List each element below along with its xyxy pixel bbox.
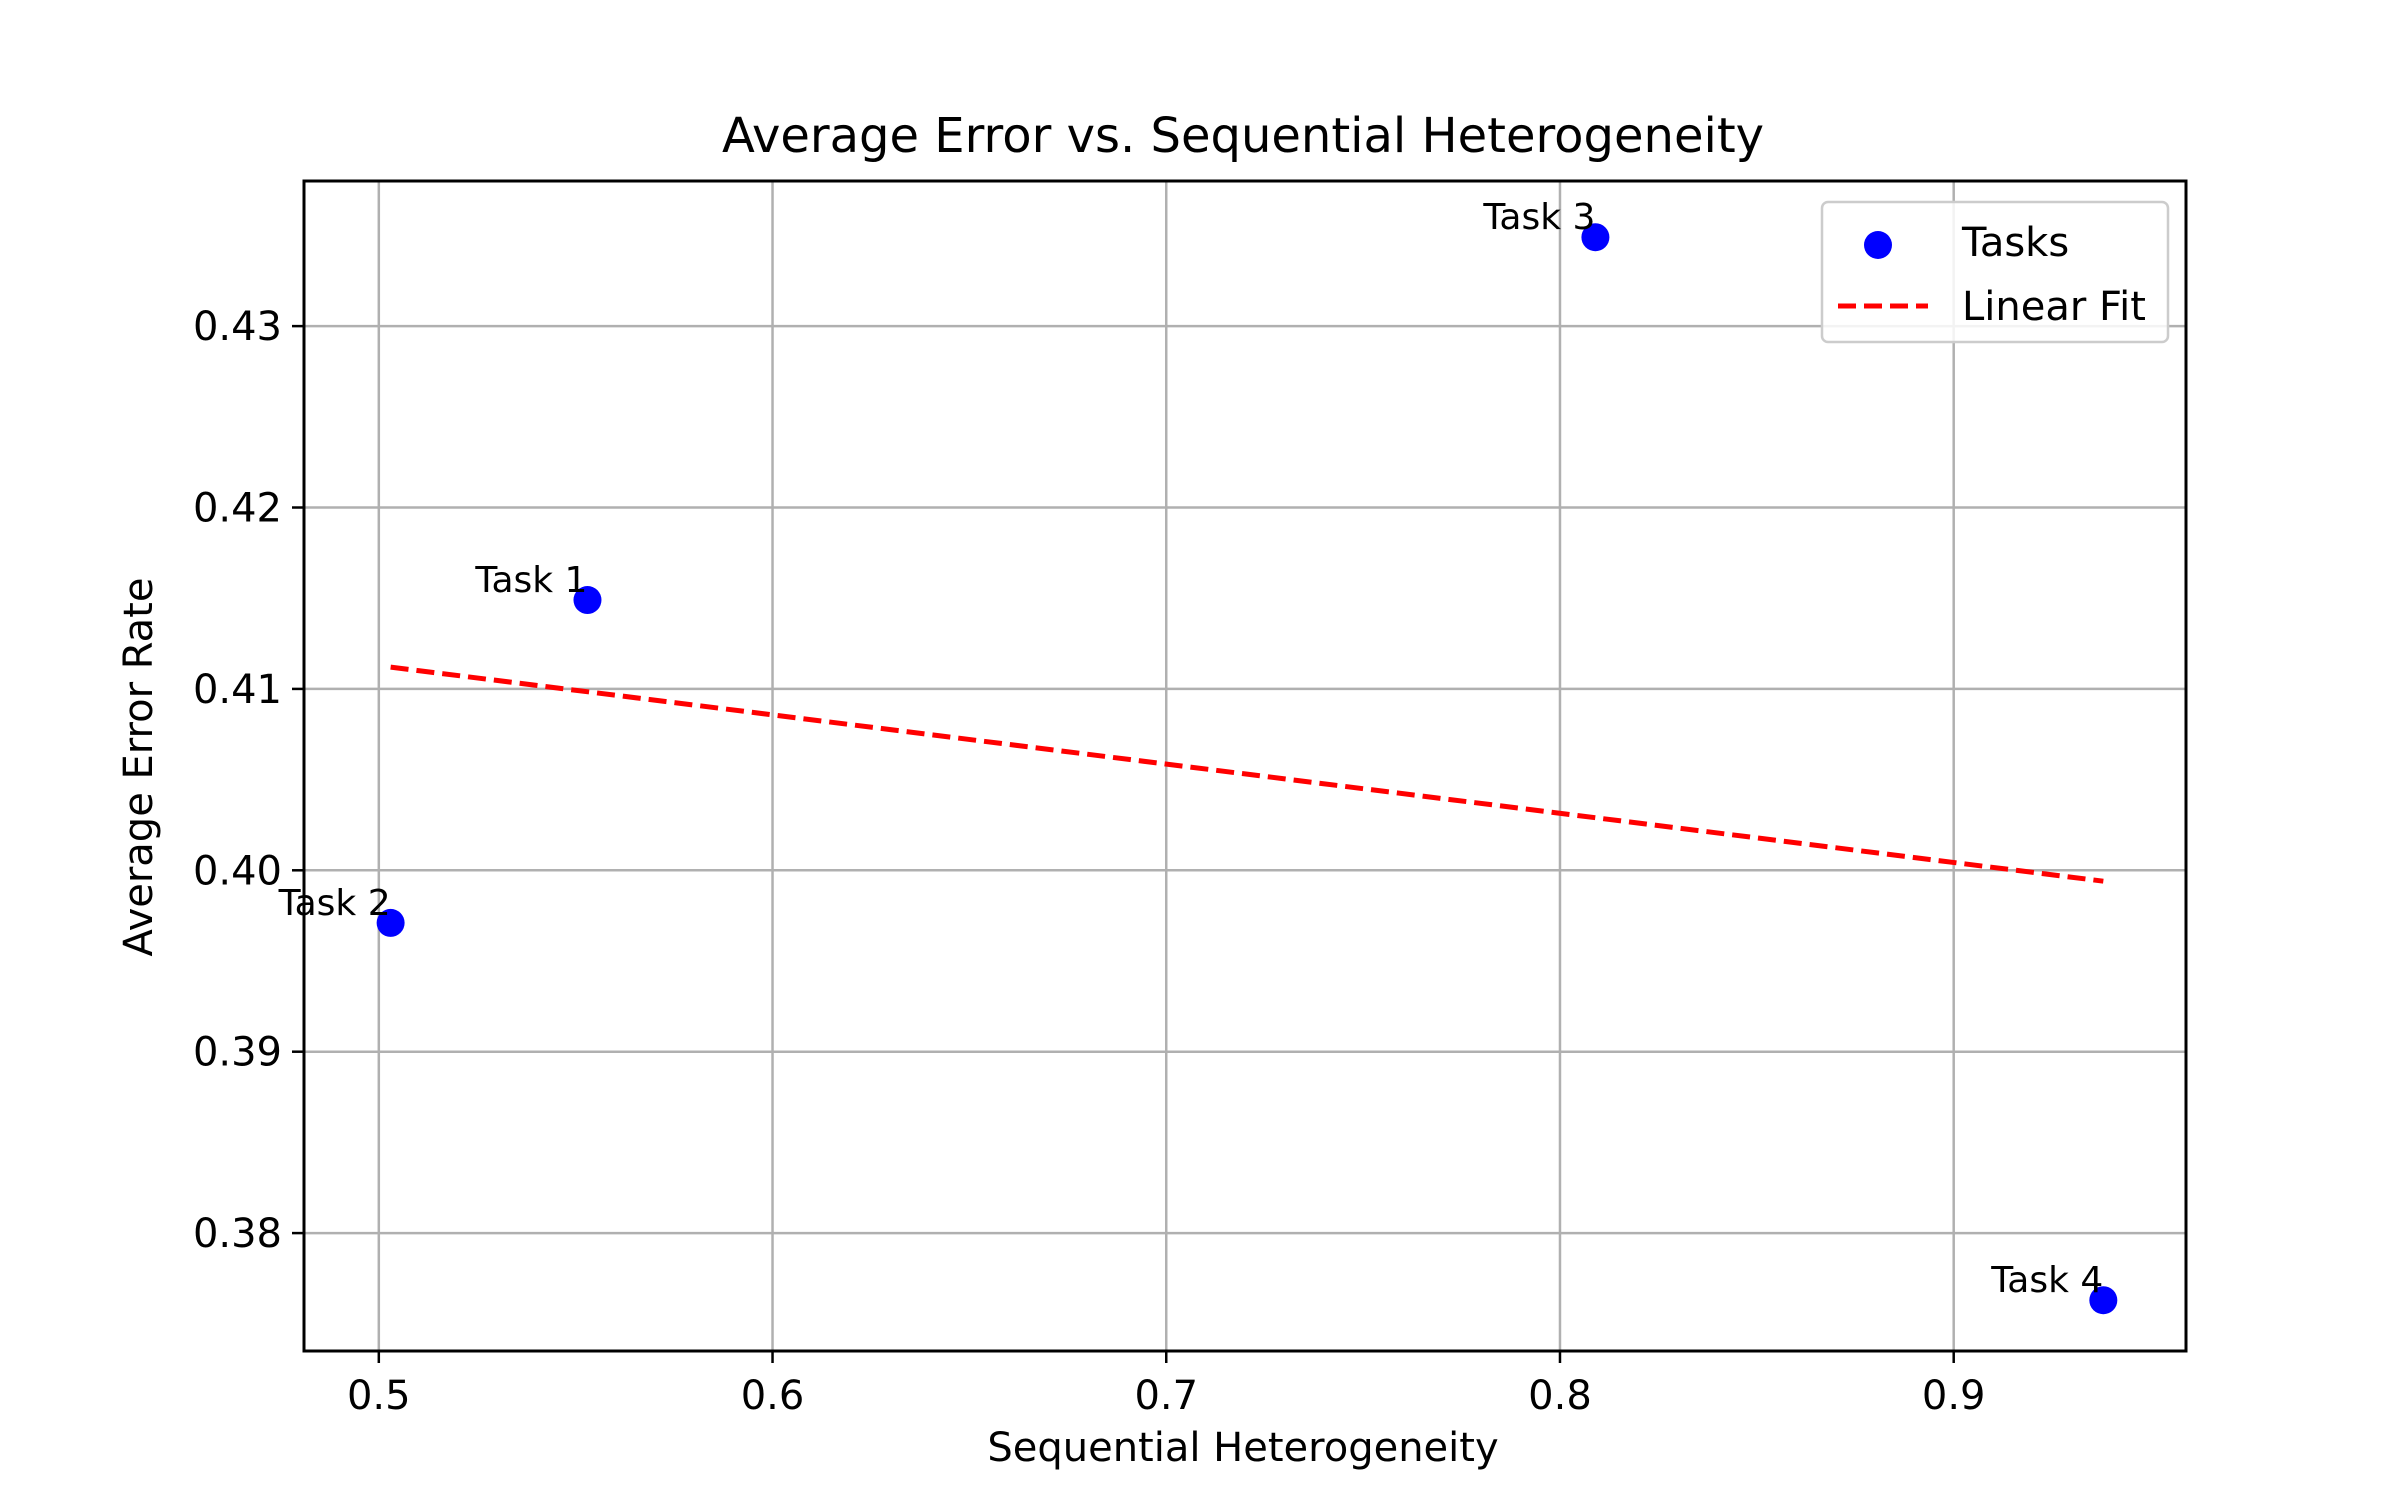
- y-tick-label: 0.43: [193, 304, 282, 350]
- y-tick-label: 0.40: [193, 848, 282, 894]
- data-point: [1581, 223, 1610, 252]
- chart-title: Average Error vs. Sequential Heterogenei…: [722, 108, 1764, 164]
- point-label: Task 1: [474, 560, 587, 601]
- x-tick-label: 0.5: [347, 1373, 411, 1419]
- data-point: [376, 908, 405, 937]
- legend-box: [1820, 200, 2170, 344]
- legend: Tasks Linear Fit: [1820, 200, 2170, 344]
- legend-label: Linear Fit: [1962, 284, 2146, 330]
- data-point: [573, 586, 602, 615]
- grid: [304, 181, 2186, 1351]
- legend-marker-tasks: [1864, 231, 1892, 259]
- plot-series: Task 1 Task 2 Task 3 Task 4: [278, 197, 2118, 1315]
- y-axis-label: Average Error Rate: [116, 578, 162, 957]
- x-tick-label: 0.7: [1134, 1373, 1198, 1419]
- y-tick-label: 0.42: [193, 486, 282, 532]
- x-tick-label: 0.8: [1528, 1373, 1592, 1419]
- y-tick-label: 0.38: [193, 1211, 282, 1257]
- x-tick-label: 0.6: [741, 1373, 805, 1419]
- legend-label: Tasks: [1961, 220, 2069, 266]
- point-label: Task 2: [278, 883, 391, 924]
- y-tick-label: 0.41: [193, 667, 282, 713]
- linear-fit-line: [390, 664, 2104, 884]
- axes-frame: [302, 179, 2188, 1353]
- point-label: Task 3: [1482, 197, 1595, 238]
- y-tick-label: 0.39: [193, 1030, 282, 1076]
- data-point: [2089, 1286, 2118, 1315]
- point-label: Task 4: [1990, 1260, 2103, 1301]
- x-axis-label: Sequential Heterogeneity: [987, 1425, 1498, 1471]
- x-tick-label: 0.9: [1922, 1373, 1986, 1419]
- axes: 0.5 0.6 0.7 0.8 0.9 0.38 0.39 0.40 0.41 0.42 0.43: [193, 179, 2188, 1419]
